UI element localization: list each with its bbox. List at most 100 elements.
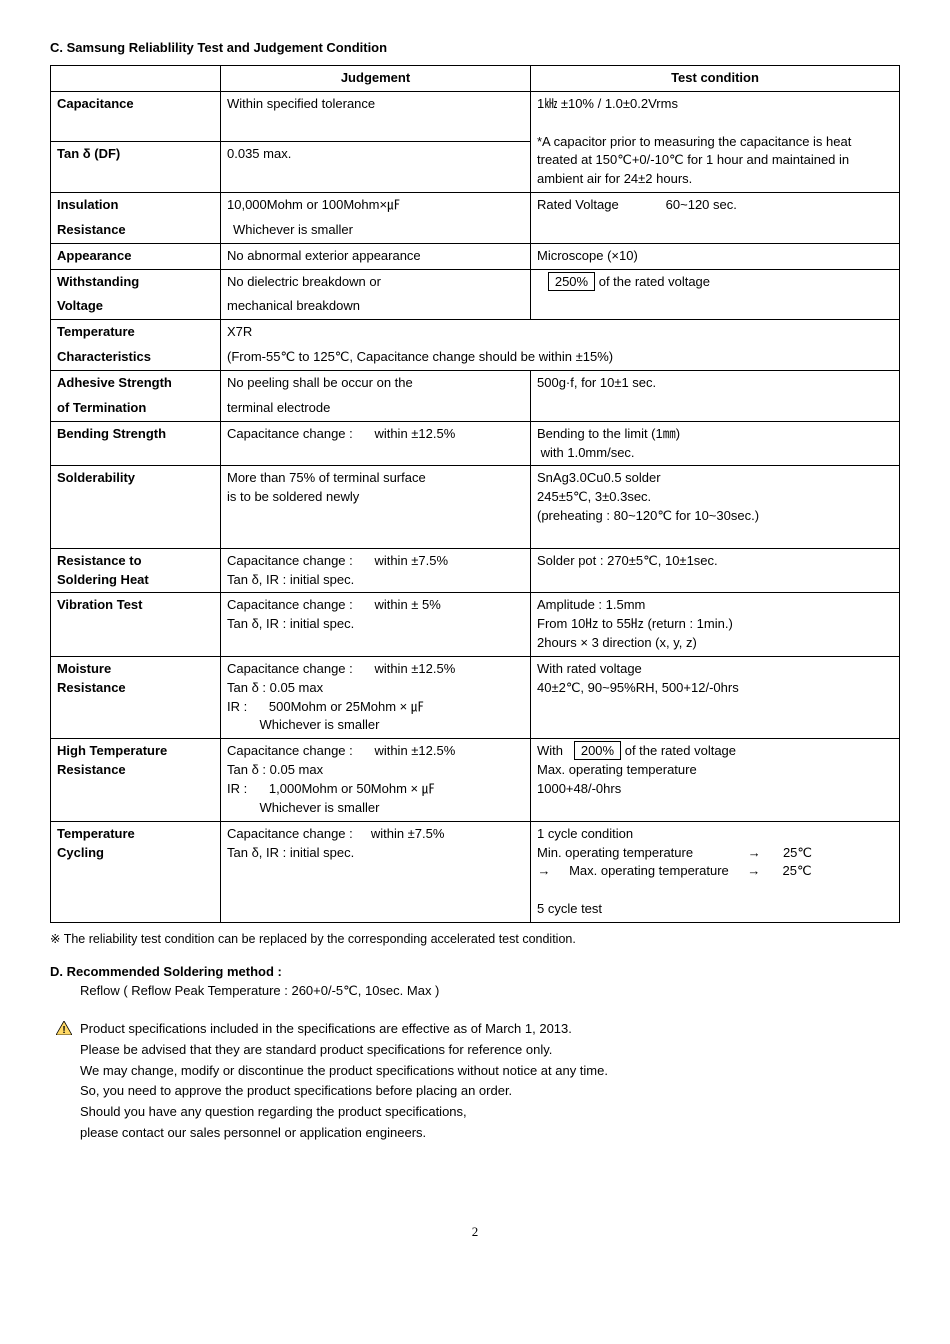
moi-jr: within ±12.5% [374, 661, 455, 676]
tan-cond: *A capacitor prior to measuring the capa… [537, 134, 851, 187]
ht-pct: 200% [574, 741, 621, 760]
arrow-icon: → [747, 844, 761, 863]
wv-j2: mechanical breakdown [221, 294, 531, 319]
row-appearance: Appearance No abnormal exterior appearan… [51, 243, 900, 269]
ins-j1: 10,000Mohm or 100Mohm×㎌ [221, 193, 531, 218]
ins-cond: Rated Voltage 60~120 sec. [531, 193, 900, 218]
moi-j2: Tan δ : 0.05 max [227, 680, 323, 695]
ht-c2: Max. operating temperature [537, 762, 697, 777]
ht-j3r: 1,000Mohm or 50Mohm × ㎌ [269, 781, 435, 796]
row-solderability: Solderability More than 75% of terminal … [51, 466, 900, 548]
page-number: 2 [50, 1224, 900, 1240]
row-bending: Bending Strength Capacitance change : wi… [51, 421, 900, 466]
sold-j2: is to be soldered newly [227, 489, 359, 504]
arrow-icon: → [747, 862, 761, 881]
ht-jr: within ±12.5% [374, 743, 455, 758]
moi-j3r: 500Mohm or 25Mohm × ㎌ [269, 699, 424, 714]
moi-label2: Resistance [57, 680, 126, 695]
notice-l2: Please be advised that they are standard… [80, 1042, 552, 1057]
tcy-c1: 1 cycle condition [537, 826, 633, 841]
header-row: Judgement Test condition [51, 66, 900, 92]
bend-j: Capacitance change : within ±12.5% [221, 421, 531, 466]
row-moisture: Moisture Resistance Capacitance change :… [51, 656, 900, 738]
ins-cond-l: Rated Voltage [537, 197, 619, 212]
app-c: Microscope (×10) [531, 243, 900, 269]
ad-label1: Adhesive Strength [51, 370, 221, 395]
moi-jl: Capacitance change : [227, 661, 353, 676]
row-res-heat: Resistance to Soldering Heat Capacitance… [51, 548, 900, 593]
row-adhesive-2: of Termination terminal electrode [51, 396, 900, 421]
tc-j2: (From-55℃ to 125℃, Capacitance change sh… [221, 345, 900, 370]
reliability-table: Judgement Test condition Capacitance Wit… [50, 65, 900, 923]
row-insulation-2: Resistance Whichever is smaller [51, 218, 900, 243]
row-vibration: Vibration Test Capacitance change : with… [51, 593, 900, 657]
vib-jr: within ± 5% [374, 597, 440, 612]
ad-j1: No peeling shall be occur on the [221, 370, 531, 395]
moi-j4: Whichever is smaller [260, 717, 380, 732]
moi-label: Moisture Resistance [51, 656, 221, 738]
ht-c3: 1000+48/-0hrs [537, 781, 621, 796]
warning-icon: ! [56, 1021, 72, 1035]
tcy-label: Temperature Cycling [51, 821, 221, 922]
notice-l3: We may change, modify or discontinue the… [80, 1063, 608, 1078]
cap-judgement: Within specified tolerance [221, 91, 531, 142]
cap-label: Capacitance [51, 91, 221, 142]
rh-j2: Tan δ, IR : initial spec. [227, 572, 354, 587]
ht-label1: High Temperature [57, 743, 167, 758]
ad-j2: terminal electrode [221, 396, 531, 421]
reliability-footnote: ※ The reliability test condition can be … [50, 931, 900, 946]
tcy-jl: Capacitance change : [227, 826, 353, 841]
vib-jl: Capacitance change : [227, 597, 353, 612]
notice-l5: Should you have any question regarding t… [80, 1104, 467, 1119]
tcy-jr: within ±7.5% [371, 826, 445, 841]
ins-label1: Insulation [51, 193, 221, 218]
vib-c1: Amplitude : 1.5mm [537, 597, 645, 612]
ht-j2: Tan δ : 0.05 max [227, 762, 323, 777]
sold-j1: More than 75% of terminal surface [227, 470, 426, 485]
vib-c3: 2hours × 3 direction (x, y, z) [537, 635, 697, 650]
ad-label2: of Termination [51, 396, 221, 421]
section-c-title: C. Samsung Reliablility Test and Judgeme… [50, 40, 900, 55]
row-insulation: Insulation 10,000Mohm or 100Mohm×㎌ Rated… [51, 193, 900, 218]
bend-c2: with 1.0mm/sec. [541, 445, 635, 460]
rh-jr: within ±7.5% [374, 553, 448, 568]
vib-j: Capacitance change : within ± 5% Tan δ, … [221, 593, 531, 657]
row-withstanding-1: Withstanding No dielectric breakdown or … [51, 269, 900, 294]
tan-label: Tan δ (DF) [51, 142, 221, 193]
row-temp-cycling: Temperature Cycling Capacitance change :… [51, 821, 900, 922]
row-capacitance: Capacitance Within specified tolerance 1… [51, 91, 900, 142]
tc-label1: Temperature [51, 320, 221, 345]
rh-c: Solder pot : 270±5℃, 10±1sec. [531, 548, 900, 593]
row-tempchar-1: Temperature X7R [51, 320, 900, 345]
bend-c: Bending to the limit (1㎜) with 1.0mm/sec… [531, 421, 900, 466]
ht-j4: Whichever is smaller [260, 800, 380, 815]
vib-label: Vibration Test [51, 593, 221, 657]
bend-c1: Bending to the limit (1㎜) [537, 426, 680, 441]
vib-j2: Tan δ, IR : initial spec. [227, 616, 354, 631]
tcy-label2: Cycling [57, 845, 104, 860]
ht-j3l: IR : [227, 781, 247, 796]
tcy-c4: 5 cycle test [537, 901, 602, 916]
moi-j: Capacitance change : within ±12.5% Tan δ… [221, 656, 531, 738]
rh-jl: Capacitance change : [227, 553, 353, 568]
sold-c1: SnAg3.0Cu0.5 solder [537, 470, 661, 485]
sold-label: Solderability [51, 466, 221, 548]
app-label: Appearance [51, 243, 221, 269]
sold-j: More than 75% of terminal surface is to … [221, 466, 531, 548]
header-condition: Test condition [531, 66, 900, 92]
cap-condition: 1㎑ ±10% / 1.0±0.2Vrms *A capacitor prior… [531, 91, 900, 192]
ht-label: High Temperature Resistance [51, 739, 221, 821]
vib-c2: From 10㎐ to 55㎐ (return : 1min.) [537, 616, 733, 631]
ht-jl: Capacitance change : [227, 743, 353, 758]
wv-label1: Withstanding [51, 269, 221, 294]
row-high-temp: High Temperature Resistance Capacitance … [51, 739, 900, 821]
ins-j2: Whichever is smaller [221, 218, 531, 243]
ht-c1r: of the rated voltage [625, 743, 736, 758]
wv-c-blank [531, 294, 900, 319]
bend-jl: Capacitance change : [227, 426, 353, 441]
tc-j1: X7R [221, 320, 900, 345]
bend-jr: within ±12.5% [374, 426, 455, 441]
ins-cond-r: 60~120 sec. [666, 197, 737, 212]
rh-j: Capacitance change : within ±7.5% Tan δ,… [221, 548, 531, 593]
row-withstanding-2: Voltage mechanical breakdown [51, 294, 900, 319]
